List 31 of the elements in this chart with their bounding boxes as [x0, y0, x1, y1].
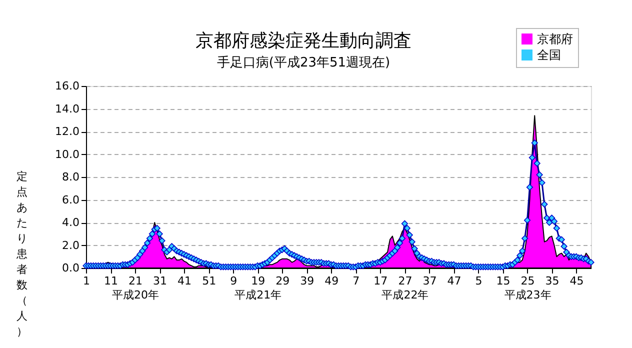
x-tick-label: 11 — [104, 274, 118, 288]
y-tick-label: 4.0 — [62, 216, 80, 229]
x-tick-label: 37 — [422, 274, 437, 288]
chart-title: 京都府感染症発生動向調査 — [196, 30, 412, 52]
y-tick-label: 8.0 — [62, 170, 80, 184]
y-tick-label: 2.0 — [62, 238, 80, 252]
x-tick-label: 5 — [475, 274, 482, 288]
x-tick-label: 7 — [352, 274, 360, 288]
text: 定点あたり患者数（人） — [16, 170, 28, 338]
y-tick-label: 14.0 — [55, 102, 80, 116]
x-tick-label: 51 — [202, 274, 216, 288]
y-tick-label: 0.0 — [62, 262, 80, 274]
x-tick-label: 49 — [324, 274, 339, 288]
x-tick-label: 41 — [178, 274, 192, 288]
chart-subtitle: 手足口病(平成23年51週現在) — [216, 56, 390, 70]
x-tick-label: 47 — [447, 274, 462, 288]
y-tick-label: 6.0 — [62, 193, 80, 206]
x-tick-label: 31 — [153, 274, 168, 288]
x-tick-label: 9 — [230, 274, 238, 288]
x-tick-label: 45 — [570, 274, 584, 288]
legend-label: 全国 — [537, 48, 561, 62]
x-tick-label: 39 — [300, 274, 314, 288]
x-tick-label: 1 — [83, 274, 90, 288]
x-tick-label: 15 — [496, 274, 510, 288]
legend-label: 京都府 — [537, 32, 573, 46]
x-tick-label: 35 — [545, 274, 560, 288]
y-tick-label: 12.0 — [55, 125, 80, 138]
x-tick-label: 29 — [276, 274, 290, 288]
x-tick-label: 17 — [374, 274, 388, 288]
y-tick-label: 16.0 — [55, 80, 80, 92]
y-tick-label: 10.0 — [55, 148, 80, 161]
